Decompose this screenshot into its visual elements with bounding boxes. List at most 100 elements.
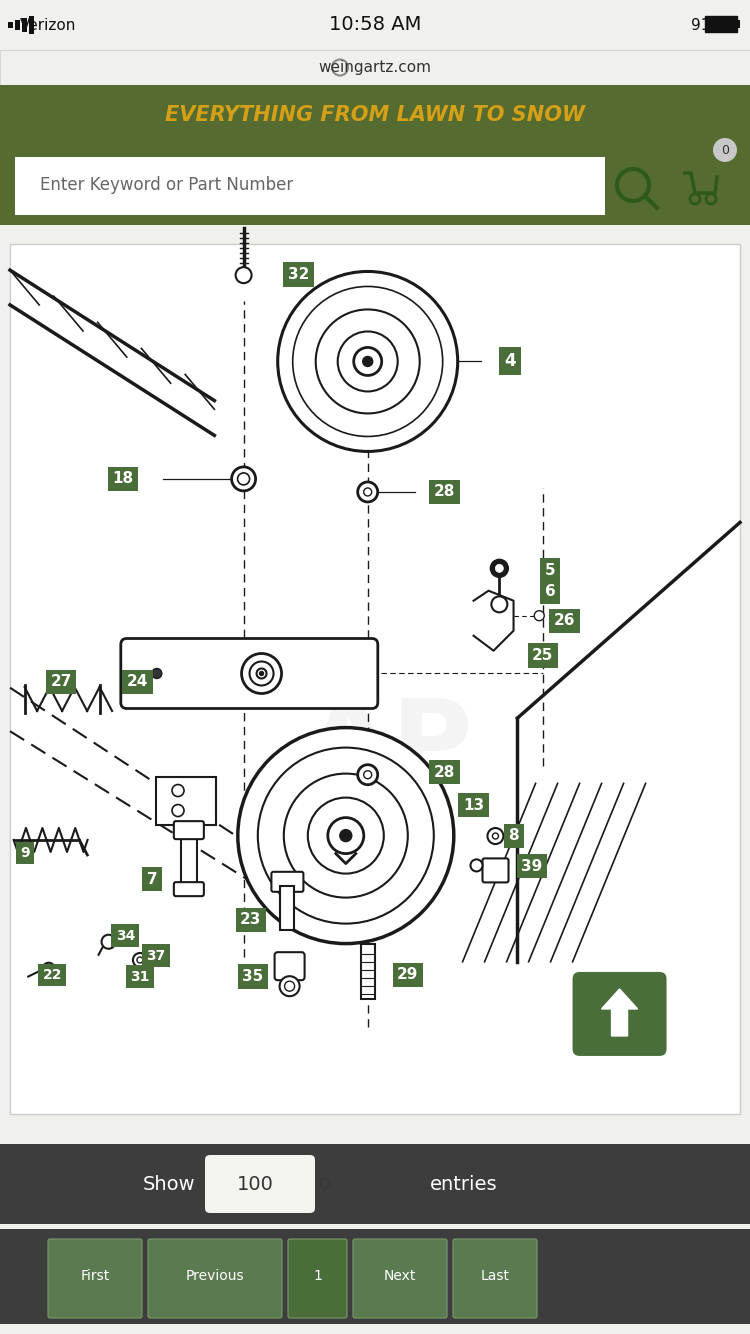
Text: 6: 6 [544,584,556,599]
Text: 37: 37 [146,948,166,963]
Circle shape [316,309,420,414]
Bar [29,16,34,33]
Text: 32: 32 [288,267,309,281]
Circle shape [338,331,398,391]
Bar [0,145,750,225]
Text: 91%: 91% [691,17,725,32]
Text: 31: 31 [130,970,150,983]
Circle shape [340,830,352,842]
Text: 35: 35 [242,968,264,984]
Bar [181,835,196,890]
Circle shape [284,774,408,898]
Text: EVERYTHING FROM LAWN TO SNOW: EVERYTHING FROM LAWN TO SNOW [165,105,585,125]
Text: ⬡: ⬡ [319,1177,331,1191]
Text: entries: entries [430,1174,498,1194]
FancyBboxPatch shape [482,858,508,882]
Circle shape [612,157,668,213]
Text: 5: 5 [545,563,556,578]
Circle shape [260,671,263,675]
Bar [0,49,750,85]
FancyBboxPatch shape [453,1239,537,1318]
Text: 1: 1 [313,1270,322,1283]
Bar [15,20,20,29]
Text: 18: 18 [112,471,134,487]
Text: 28: 28 [433,764,455,779]
Circle shape [328,818,364,854]
Circle shape [358,482,378,502]
FancyBboxPatch shape [274,952,304,980]
Circle shape [256,668,266,679]
Circle shape [713,137,737,161]
Circle shape [470,859,482,871]
Text: weingartz.com: weingartz.com [319,60,431,75]
Text: 28: 28 [433,484,455,499]
Text: 23: 23 [240,912,262,927]
Circle shape [236,267,251,283]
Bar [10,244,740,1114]
FancyBboxPatch shape [353,1239,447,1318]
Circle shape [238,727,454,943]
Text: 7: 7 [147,871,158,887]
Bar [705,16,737,32]
Circle shape [292,287,442,436]
Circle shape [488,828,503,844]
FancyBboxPatch shape [148,1239,282,1318]
Text: 22: 22 [43,967,62,982]
Text: Last: Last [481,1270,509,1283]
Circle shape [493,832,499,839]
Circle shape [491,596,507,612]
Circle shape [43,963,55,975]
Text: AP: AP [306,695,473,802]
FancyBboxPatch shape [48,1239,142,1318]
Circle shape [133,952,147,967]
Circle shape [152,668,162,679]
FancyBboxPatch shape [205,1155,315,1213]
FancyBboxPatch shape [15,157,605,215]
Circle shape [675,157,731,213]
Bar [737,20,740,28]
Circle shape [284,982,295,991]
Circle shape [101,935,115,948]
Bar [0,85,750,145]
Text: 13: 13 [463,798,484,812]
Text: Show: Show [142,1174,195,1194]
Circle shape [364,771,372,779]
Text: 0: 0 [721,144,729,156]
Circle shape [308,798,384,874]
Circle shape [364,488,372,496]
FancyBboxPatch shape [272,872,304,892]
Circle shape [258,747,434,923]
Text: 100: 100 [236,1174,274,1194]
Bar [0,1229,750,1325]
Circle shape [280,976,299,996]
Circle shape [534,611,544,620]
Circle shape [278,271,458,451]
Text: 26: 26 [554,614,575,628]
Text: 4: 4 [504,352,516,371]
Bar [361,943,375,999]
Bar [280,886,295,930]
FancyBboxPatch shape [174,822,204,839]
Circle shape [172,804,184,816]
Circle shape [250,662,274,686]
Circle shape [354,347,382,375]
FancyBboxPatch shape [572,972,667,1057]
Text: Next: Next [384,1270,416,1283]
Text: 34: 34 [116,928,135,943]
Text: 9: 9 [20,846,29,860]
Text: Previous: Previous [186,1270,244,1283]
Circle shape [172,784,184,796]
Bar [156,776,216,824]
Circle shape [495,564,503,572]
Bar [22,17,27,32]
Bar [0,0,750,49]
Text: 25: 25 [532,648,554,663]
Text: First: First [80,1270,110,1283]
Text: 8: 8 [509,828,519,843]
Circle shape [363,356,373,367]
Text: 29: 29 [398,967,418,982]
Text: 10:58 AM: 10:58 AM [328,16,422,35]
Text: 24: 24 [127,674,148,690]
Circle shape [137,956,143,963]
FancyBboxPatch shape [288,1239,347,1318]
